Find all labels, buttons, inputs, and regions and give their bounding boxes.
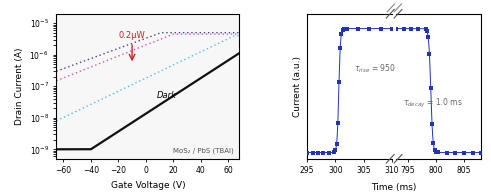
Text: $\tau_{decay}$ = 1.0 ms: $\tau_{decay}$ = 1.0 ms: [403, 97, 463, 110]
Y-axis label: Current (a.u.): Current (a.u.): [293, 56, 301, 117]
Y-axis label: Drain Current (A): Drain Current (A): [15, 47, 24, 125]
Text: Dark: Dark: [157, 91, 177, 100]
X-axis label: Gate Voltage (V): Gate Voltage (V): [110, 181, 185, 190]
Text: 0.2μW: 0.2μW: [119, 31, 145, 40]
Text: Time (ms): Time (ms): [372, 183, 417, 192]
Text: MoS₂ / PbS (TBAI): MoS₂ / PbS (TBAI): [173, 148, 234, 154]
Text: $\tau_{rise}$ = 950 μs: $\tau_{rise}$ = 950 μs: [354, 62, 407, 75]
